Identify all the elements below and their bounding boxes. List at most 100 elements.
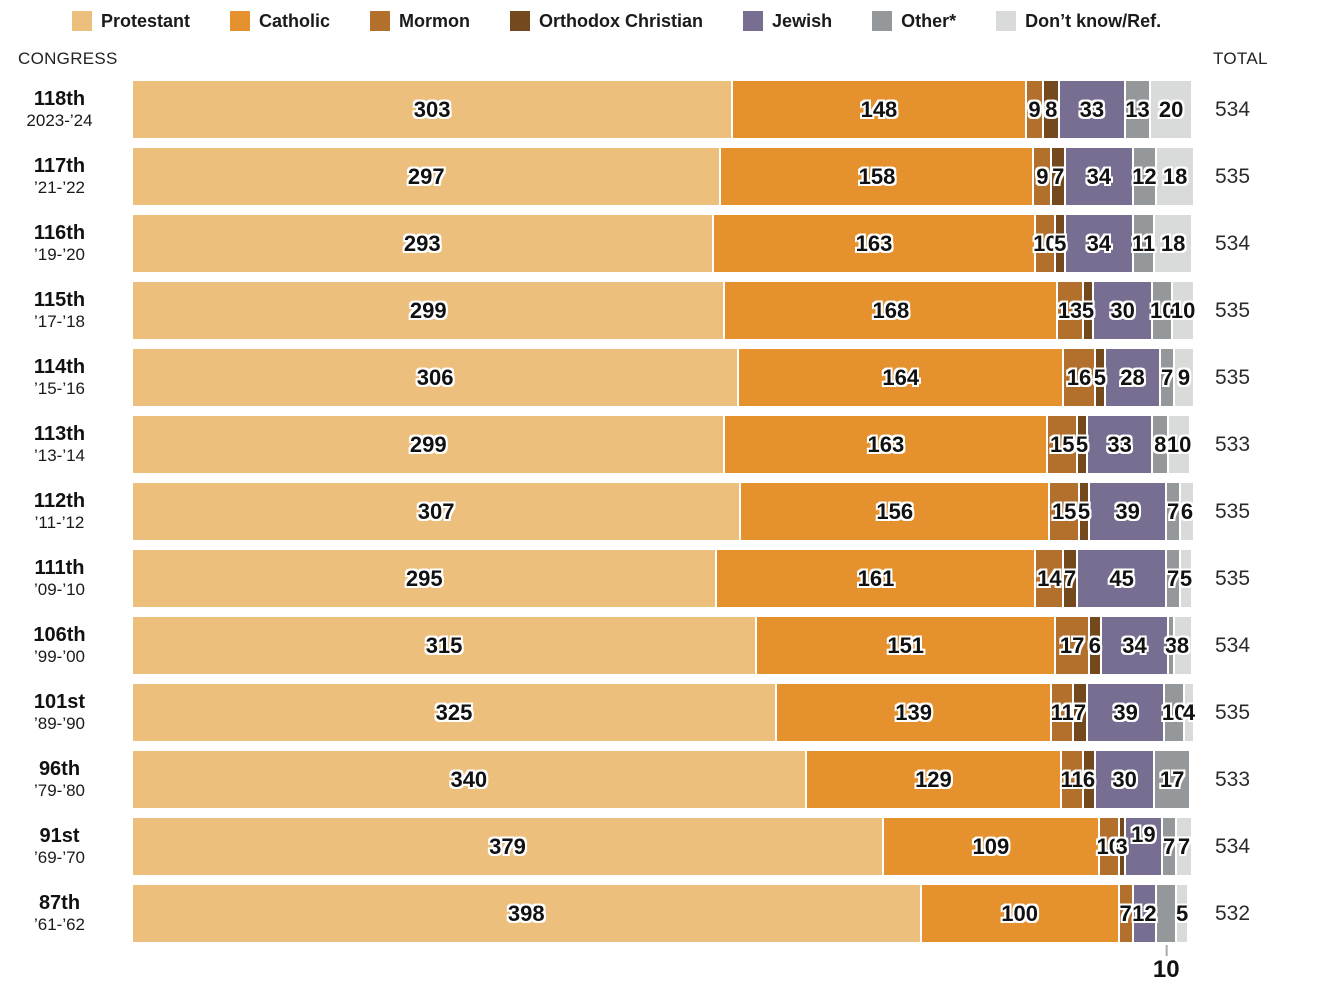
legend-label: Protestant — [101, 10, 191, 31]
segment-value: 100 — [1001, 900, 1038, 926]
segment-value: 7 — [1167, 565, 1180, 591]
bar-segment: 3 — [1116, 818, 1128, 875]
legend-item: Jewish — [743, 11, 832, 32]
segment-value: 13 — [1125, 96, 1150, 122]
bar-segment: 100 — [921, 885, 1120, 942]
bar-segment: 9 — [1175, 349, 1193, 406]
legend-item: Other* — [872, 11, 956, 32]
congress-number: 96th — [38, 758, 81, 781]
segment-value: 8 — [1154, 431, 1167, 457]
congress-years: ’13-’14 — [33, 446, 86, 466]
segment-value: 14 — [1037, 565, 1062, 591]
bar-segment: 7 — [1177, 818, 1191, 875]
segment-value: 151 — [887, 632, 925, 658]
bar-segment: 33 — [1087, 416, 1154, 473]
row-total: 535 — [1215, 566, 1251, 590]
row-label: 113th ’13-’14 — [0, 423, 133, 466]
congress-years: ’15-’16 — [33, 379, 86, 399]
congress-years: ’11-’12 — [34, 513, 85, 533]
segment-value: 7 — [1167, 498, 1180, 524]
legend-swatch-icon — [996, 11, 1017, 31]
bar-segment: 295 — [133, 550, 718, 607]
stacked-bar: 325 139 11 7 39 10 4 — [133, 684, 1195, 741]
segment-value: 148 — [860, 96, 898, 122]
segment-value: 7 — [1119, 900, 1132, 926]
congress-years: ’69-’70 — [33, 848, 86, 868]
congress-number: 114th — [33, 356, 86, 379]
segment-value: 9 — [1177, 364, 1191, 390]
bar-segment: 7 — [1119, 885, 1134, 942]
segment-value: 3 — [1115, 833, 1128, 859]
bar-segment: 34 — [1066, 148, 1134, 205]
bar-segment: 151 — [757, 617, 1057, 674]
bar-segment: 10 — [1166, 416, 1192, 473]
row-total: 534 — [1215, 633, 1251, 657]
segment-value: 5 — [1093, 364, 1106, 390]
segment-value: 12 — [1132, 900, 1157, 926]
segment-value: 299 — [409, 297, 447, 323]
segment-value: 5 — [1054, 230, 1067, 256]
bar-segment: 7 — [1064, 550, 1079, 607]
legend: Protestant Catholic Mormon Orthodox Christi… — [72, 9, 1324, 33]
segment-value: 163 — [867, 431, 905, 457]
bar-segment: 5 — [1180, 550, 1192, 607]
bar-segment: 45 — [1078, 550, 1168, 607]
bar-segment: 7 — [1052, 148, 1067, 205]
chart-rows: 118th 2023-’24 303 148 9 8 33 13 20 534 117th ’21-’… — [0, 81, 1324, 982]
segment-value: 33 — [1079, 96, 1105, 122]
legend-label: Other* — [901, 10, 957, 31]
segment-value: 129 — [915, 766, 952, 792]
segment-value: 5 — [1075, 431, 1089, 457]
bar-segment: 39 — [1089, 483, 1168, 540]
row-total: 533 — [1215, 767, 1251, 791]
segment-value: 10 — [1170, 297, 1196, 323]
bar-segment: 13 — [1058, 282, 1085, 339]
bar-segment: 28 — [1105, 349, 1162, 406]
chart-row: 101st ’89-’90 325 139 11 7 39 10 4 535 — [0, 684, 1324, 741]
stacked-bar: 340 129 11 6 30 17 — [133, 751, 1193, 808]
chart-row: 111th ’09-’10 295 161 14 7 45 7 5 535 — [0, 550, 1324, 607]
segment-value: 34 — [1086, 163, 1112, 189]
congress-number: 116th — [33, 222, 86, 245]
bar-segment: 163 — [713, 215, 1037, 272]
stacked-bar: 315 151 17 6 34 3 8 — [133, 617, 1193, 674]
segment-value: 11 — [1060, 766, 1084, 792]
row-label: 106th ’99-’00 — [0, 624, 133, 667]
bar-segment: 379 — [133, 818, 884, 875]
congress-years: ’61-’62 — [33, 915, 86, 935]
bar-segment: 16 — [1064, 349, 1096, 406]
segment-value: 168 — [872, 297, 910, 323]
bar-segment: 39 — [1087, 684, 1166, 741]
legend-item: Catholic — [230, 11, 330, 32]
congress-years: ’17-’18 — [33, 312, 86, 332]
bar-segment: 10 — [1150, 282, 1175, 339]
bar-segment: 30 — [1095, 751, 1156, 808]
segment-value: 15 — [1051, 498, 1077, 524]
bar-segment: 17 — [1056, 617, 1090, 674]
stacked-bar: 306 164 16 5 28 7 9 — [133, 349, 1193, 406]
bar-segment: 6 — [1083, 751, 1096, 808]
bar-segment: 6 — [1089, 617, 1102, 674]
bar-segment: 13 — [1125, 81, 1152, 138]
segment-value: 299 — [409, 431, 447, 457]
segment-value: 7 — [1064, 565, 1077, 591]
bar-segment: 109 — [883, 818, 1100, 875]
bar-segment: 325 — [133, 684, 777, 741]
segment-value: 12 — [1132, 163, 1157, 189]
bar-segment: 163 — [725, 416, 1049, 473]
stacked-bar: 293 163 10 5 34 11 18 — [133, 215, 1193, 272]
segment-value: 10 — [1166, 431, 1192, 457]
callout-leader-line — [1165, 945, 1168, 956]
row-total: 532 — [1215, 901, 1251, 925]
row-total: 535 — [1215, 365, 1251, 389]
row-label: 118th 2023-’24 — [0, 88, 133, 131]
bar-segment: 340 — [133, 751, 807, 808]
row-label: 115th ’17-’18 — [0, 289, 133, 332]
bar-segment: 15 — [1048, 416, 1079, 473]
segment-value: 7 — [1161, 364, 1174, 390]
congress-years: ’99-’00 — [33, 647, 86, 667]
segment-value: 158 — [858, 163, 896, 189]
bar-segment: 8 — [1044, 81, 1061, 138]
bar-segment: 19 — [1125, 818, 1164, 875]
column-headers: CONGRESS TOTAL — [0, 47, 1324, 73]
